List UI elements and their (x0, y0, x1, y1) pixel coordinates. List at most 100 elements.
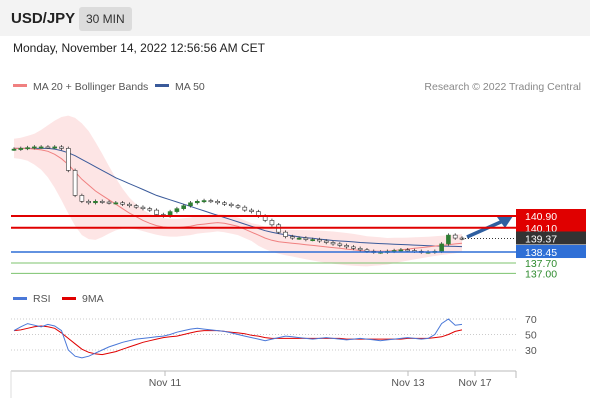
candle-body (222, 202, 227, 205)
currency-pair: USD/JPY (11, 10, 76, 27)
candle (18, 146, 24, 151)
resistance-1-tag (516, 220, 586, 234)
candle (79, 193, 85, 204)
rsi-legend-label: RSI (33, 293, 51, 305)
candle-body (446, 234, 451, 245)
ma20-legend-label: MA 20 + Bollinger Bands (33, 81, 148, 93)
candle-body (215, 201, 220, 204)
candle-body (45, 146, 51, 149)
candle-body (154, 209, 159, 215)
candle (106, 200, 112, 205)
candle-body (208, 200, 214, 203)
candle (174, 206, 180, 214)
candle (188, 201, 193, 208)
candle-body (66, 148, 71, 171)
candle-body (303, 237, 309, 240)
candle-body (99, 201, 105, 203)
candle-body (337, 243, 343, 246)
x-tick-label: Nov 17 (458, 377, 491, 389)
candle-body (18, 148, 24, 150)
candle-body (228, 203, 234, 207)
candle (228, 202, 234, 208)
candle-body (323, 240, 329, 243)
x-tick-label: Nov 11 (149, 377, 182, 389)
candle (351, 245, 356, 251)
ma50-legend-label: MA 50 (175, 81, 205, 93)
timeframe-button[interactable]: 30 MIN (79, 7, 132, 31)
pivot-level: 138.45 (11, 245, 586, 259)
candle-body (310, 239, 315, 242)
candle (66, 146, 71, 173)
candle-body (181, 205, 186, 209)
candle-body (235, 205, 241, 208)
candle (11, 147, 17, 151)
candle-body (127, 203, 132, 207)
current-price-level: 139.37 (462, 231, 586, 245)
candle (25, 145, 30, 151)
candle (181, 203, 186, 211)
candle (357, 246, 363, 252)
candle-body (398, 249, 404, 252)
projection-arrow (466, 216, 513, 239)
candle-body (439, 243, 444, 252)
top-bar: USD/JPY 30 MIN (0, 0, 590, 36)
price-layer (11, 115, 465, 267)
candle-body (249, 209, 254, 212)
candle-body (113, 202, 119, 205)
candle-body (188, 202, 193, 207)
candle (249, 208, 254, 214)
candle-body (11, 148, 17, 151)
chart-datetime: Monday, November 14, 2022 12:56:56 AM CE… (13, 41, 265, 55)
candle-body (106, 201, 112, 204)
candle (120, 201, 125, 207)
ma50-line (14, 147, 463, 248)
candle (52, 145, 58, 149)
candle (330, 240, 336, 246)
support-2-level: 137.00 (11, 268, 557, 280)
rsi-ma-legend-swatch (62, 297, 76, 300)
candle (93, 199, 98, 205)
candle-body (59, 146, 64, 149)
candle (72, 168, 78, 198)
candle (344, 243, 349, 249)
candle-body (194, 201, 200, 204)
rsi-ma-legend-label: 9MA (82, 293, 104, 305)
candle (283, 230, 288, 239)
candle (337, 242, 343, 248)
candle (317, 237, 322, 243)
candle (127, 202, 132, 208)
candle-body (32, 146, 37, 149)
candle-body (452, 234, 458, 239)
x-tick-label: Nov 13 (391, 377, 424, 389)
candle (242, 205, 248, 212)
candle (201, 198, 207, 204)
candle-body (72, 170, 78, 196)
candle-body (351, 246, 356, 249)
current-price-tag (516, 231, 586, 245)
support-1-level: 137.70 (11, 258, 557, 270)
candle-body (290, 236, 295, 239)
candle (45, 145, 51, 149)
candle (147, 206, 153, 212)
candle (133, 203, 139, 209)
candle-body (174, 208, 180, 212)
candle (303, 236, 309, 242)
candle-body (242, 206, 248, 211)
candle (113, 201, 119, 205)
candle (154, 208, 159, 217)
candle (446, 233, 451, 246)
candle (452, 233, 458, 240)
candle-body (93, 201, 98, 204)
candle-body (364, 249, 370, 252)
candle-body (330, 242, 336, 245)
candle-body (52, 146, 58, 149)
rsi-level-label-30: 30 (525, 345, 537, 357)
candle-body (269, 220, 275, 226)
candle-body (357, 248, 363, 251)
candle-body (317, 239, 322, 242)
rsi-level-label-50: 50 (525, 330, 537, 342)
candle (323, 239, 329, 245)
credit-text: Research © 2022 Trading Central (424, 81, 581, 93)
support-2-label: 137.00 (525, 268, 557, 280)
